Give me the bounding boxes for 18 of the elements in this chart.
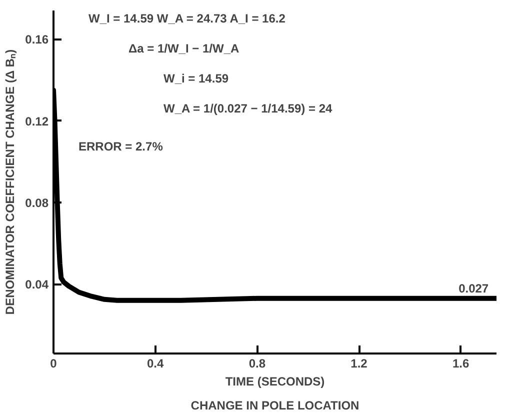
annotation: ERROR = 2.7% <box>78 140 164 154</box>
y-tick-label: 0.04 <box>25 278 49 292</box>
annotation: W_A = 1/(0.027 − 1/14.59) = 24 <box>164 102 332 116</box>
x-tick-label: 1.6 <box>452 356 470 370</box>
x-tick-label: 0.4 <box>147 356 164 370</box>
x-tick-label: 0.8 <box>248 356 266 370</box>
y-tick-label: 0.16 <box>25 32 49 47</box>
text: CHANGE IN POLE LOCATION <box>190 398 360 412</box>
annotation: Δa = 1/W_I − 1/W_A <box>128 42 240 56</box>
annotation: 0.027 <box>458 281 489 296</box>
annotation: W_I = 14.59 W_A = 24.73 A_I = 16.2 <box>88 12 286 26</box>
x-axis-title: TIME (SECONDS) <box>225 374 325 388</box>
annotation: W_i = 14.59 <box>164 72 229 86</box>
y-tick-label: 0.12 <box>25 114 49 128</box>
x-tick-label: 1.2 <box>350 356 368 370</box>
y-axis-title: DENOMINATOR COEFFICIENT CHANGE (Δ Bₙ) <box>3 49 18 315</box>
y-tick-label: 0.08 <box>25 196 49 210</box>
x-tick-label: 0 <box>50 356 58 370</box>
